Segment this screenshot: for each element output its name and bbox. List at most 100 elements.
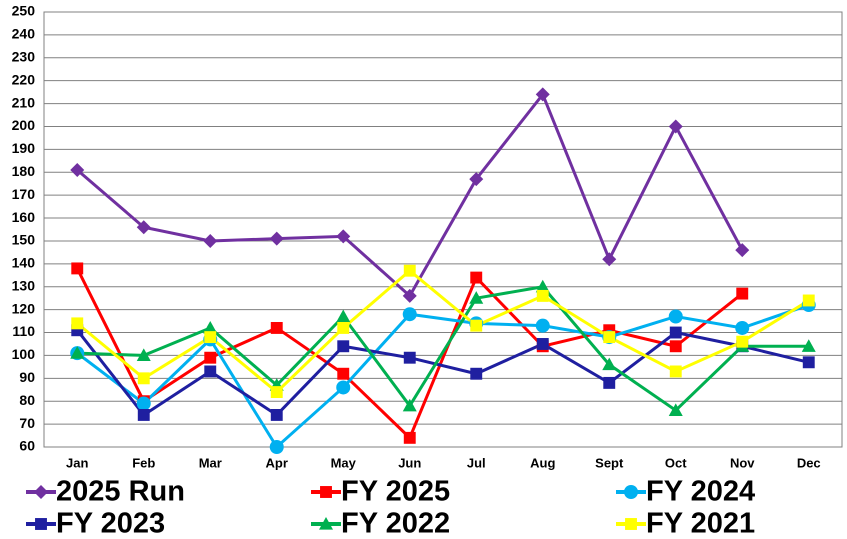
marker — [337, 340, 350, 353]
y-tick-label: 170 — [12, 186, 36, 202]
marker — [602, 357, 617, 371]
y-tick-label: 180 — [12, 163, 36, 179]
marker — [470, 271, 483, 284]
y-tick-label: 90 — [19, 369, 35, 385]
series-line — [76, 329, 810, 417]
x-tick-label: Feb — [132, 455, 155, 470]
marker — [735, 320, 750, 335]
marker — [535, 279, 550, 293]
marker — [269, 440, 284, 454]
legend-label: FY 2023 — [56, 508, 165, 539]
y-tick-label: 130 — [12, 277, 36, 293]
marker — [668, 403, 683, 416]
marker — [203, 320, 218, 334]
marker — [669, 340, 682, 353]
marker — [736, 335, 749, 348]
marker — [801, 339, 816, 352]
y-tick-label: 60 — [19, 438, 35, 454]
marker — [624, 485, 638, 499]
marker — [402, 288, 417, 303]
y-tick-label: 230 — [12, 48, 36, 64]
marker — [625, 518, 637, 530]
marker — [137, 372, 150, 385]
marker — [668, 119, 683, 134]
y-tick-label: 250 — [12, 3, 36, 19]
marker — [204, 331, 217, 344]
series-line — [76, 303, 810, 450]
marker — [336, 309, 351, 323]
plot-border — [43, 11, 843, 448]
y-tick-label: 120 — [12, 300, 36, 316]
legend-label: 2025 Run — [56, 476, 185, 508]
marker — [603, 376, 616, 389]
series-line — [77, 285, 809, 413]
legend-label: FY 2025 — [341, 476, 450, 508]
y-tick-label: 240 — [12, 26, 36, 42]
marker — [269, 231, 284, 246]
marker — [70, 346, 85, 359]
marker — [603, 331, 616, 344]
marker — [34, 485, 48, 499]
y-tick-label: 220 — [12, 71, 36, 87]
marker — [35, 518, 47, 530]
marker — [536, 289, 549, 302]
y-tick-label: 190 — [12, 140, 36, 156]
marker — [403, 351, 416, 364]
marker — [802, 294, 815, 307]
marker — [802, 356, 815, 369]
marker — [735, 243, 750, 258]
marker — [536, 338, 549, 350]
y-tick-label: 200 — [12, 117, 36, 133]
marker — [136, 220, 151, 235]
x-tick-label: Nov — [730, 455, 755, 470]
marker — [137, 408, 150, 421]
marker — [319, 517, 333, 530]
x-tick-label: Mar — [199, 455, 222, 470]
marker — [402, 307, 417, 322]
y-tick-label: 160 — [12, 209, 36, 225]
legend-label: FY 2021 — [646, 508, 755, 539]
marker — [403, 264, 416, 277]
marker — [71, 324, 84, 337]
y-tick-label: 110 — [12, 323, 35, 339]
marker — [71, 317, 84, 330]
y-tick-label: 80 — [19, 392, 35, 408]
x-tick-label: Aug — [530, 455, 555, 470]
x-tick-label: Apr — [266, 455, 288, 470]
y-tick-label: 70 — [19, 415, 35, 431]
marker — [204, 351, 217, 364]
marker — [669, 365, 682, 378]
marker — [270, 408, 283, 421]
legend-label: FY 2024 — [646, 476, 755, 508]
marker — [337, 367, 350, 380]
y-tick-label: 140 — [12, 255, 36, 271]
x-tick-label: Jun — [398, 455, 421, 470]
x-tick-label: Jul — [467, 455, 486, 470]
marker — [270, 386, 283, 399]
marker — [736, 287, 749, 300]
marker — [403, 431, 416, 444]
marker — [669, 326, 682, 339]
marker — [668, 309, 683, 324]
y-tick-label: 100 — [12, 346, 36, 362]
marker — [336, 380, 351, 395]
y-tick-label: 150 — [12, 232, 36, 248]
marker — [470, 367, 483, 380]
marker — [469, 172, 484, 187]
marker — [535, 87, 550, 102]
series-line — [76, 268, 810, 395]
marker — [470, 319, 483, 332]
y-tick-label: 210 — [12, 94, 36, 110]
marker — [71, 262, 84, 275]
marker — [70, 162, 85, 177]
marker — [535, 318, 550, 333]
marker — [320, 486, 332, 498]
marker — [204, 365, 217, 378]
legend-label: FY 2022 — [341, 508, 450, 539]
marker — [336, 229, 351, 244]
marker — [136, 396, 151, 411]
x-tick-label: Sept — [595, 455, 624, 470]
x-tick-label: Oct — [665, 455, 687, 470]
marker — [337, 321, 350, 334]
marker — [469, 291, 484, 304]
